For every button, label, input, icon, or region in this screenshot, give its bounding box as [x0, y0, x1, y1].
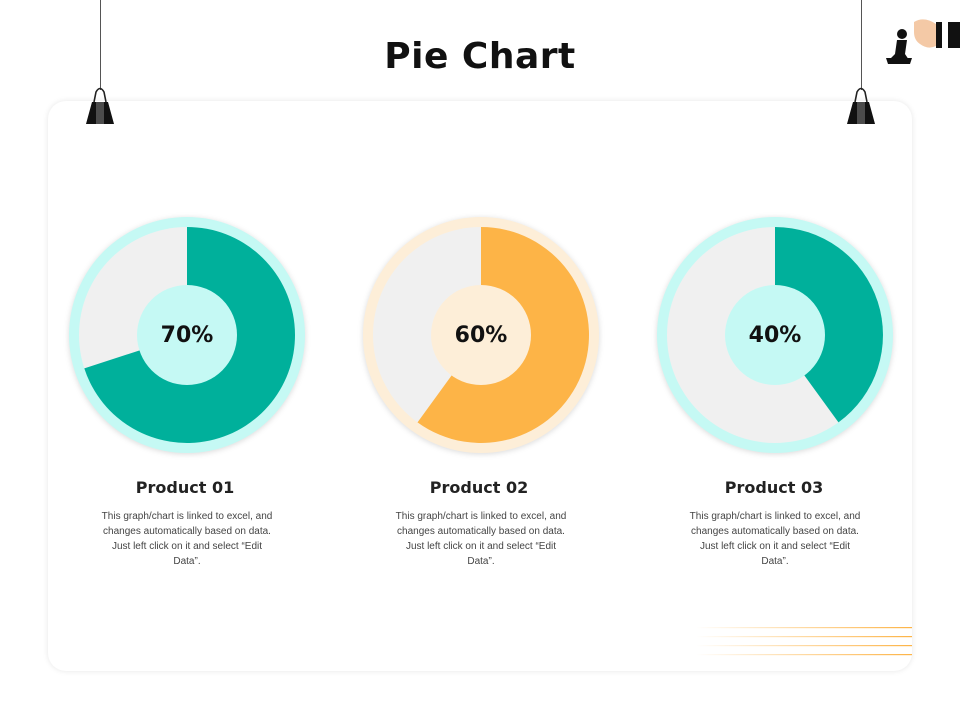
hanging-string-left — [100, 0, 101, 90]
binder-clip-icon — [86, 87, 114, 124]
pie-chart-product-01: 70% — [67, 215, 307, 455]
product-03-description: This graph/chart is linked to excel, and… — [689, 511, 861, 567]
binder-clip-icon — [847, 87, 875, 124]
pie-center — [725, 285, 825, 385]
pie-svg-03 — [657, 217, 893, 453]
hand-chess-piece-icon — [886, 19, 960, 64]
pie-chart-product-02: 60% — [361, 215, 601, 455]
pie-center — [431, 285, 531, 385]
pie-slice-value — [775, 227, 883, 423]
pie-center — [137, 285, 237, 385]
pie-svg-02 — [363, 217, 599, 453]
pie-svg-01 — [69, 217, 305, 453]
page-title: Pie Chart — [384, 36, 576, 77]
pie-percent-label: 60% — [454, 322, 508, 348]
decorative-lines — [696, 627, 912, 656]
hanging-string-right — [861, 0, 862, 90]
pie-percent-label: 40% — [748, 322, 802, 348]
product-02-description: This graph/chart is linked to excel, and… — [395, 511, 567, 567]
product-02-title: Product 02 — [429, 478, 529, 497]
product-01-description: This graph/chart is linked to excel, and… — [101, 511, 273, 567]
pie-percent-label: 70% — [160, 322, 214, 348]
pie-chart-product-03: 40% — [655, 215, 895, 455]
product-03-title: Product 03 — [724, 478, 824, 497]
product-01-title: Product 01 — [135, 478, 235, 497]
